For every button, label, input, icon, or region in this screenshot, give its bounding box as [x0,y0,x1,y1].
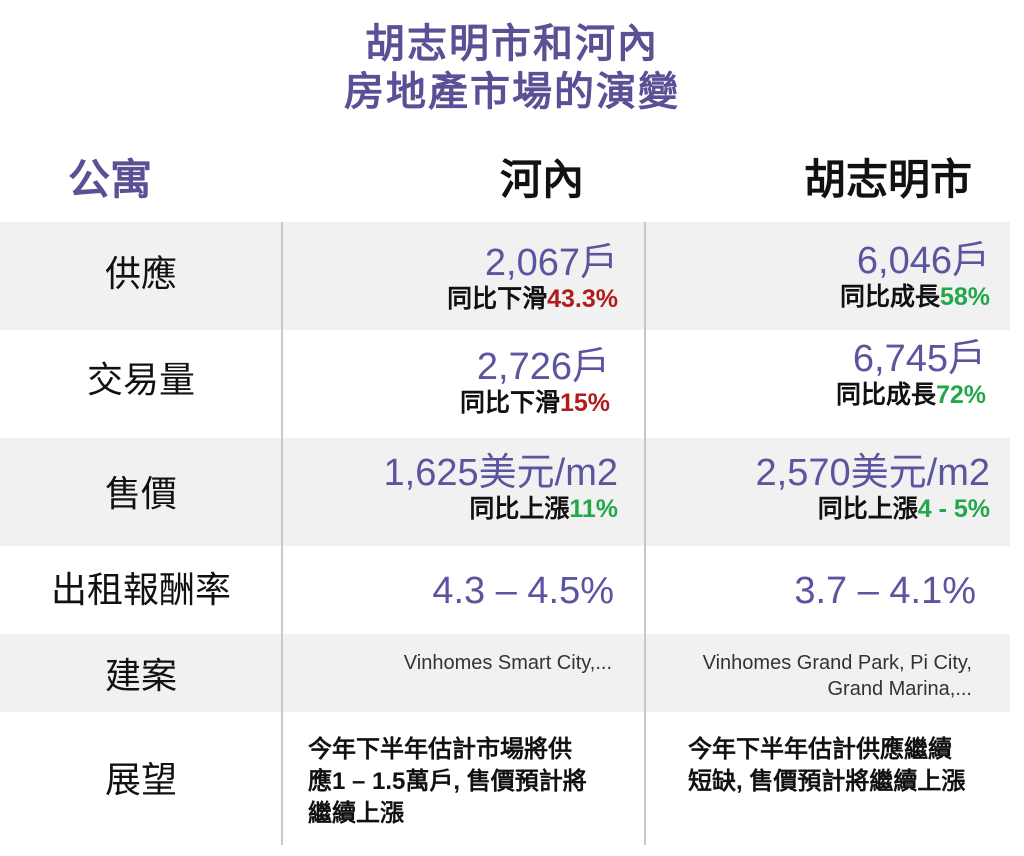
hcmc-price-cell: 2,570美元/m2 同比上漲4 - 5% [756,452,990,524]
change-value: 43.3% [547,285,618,313]
table-row-projects: 建案 Vinhomes Smart City,... Vinhomes Gran… [0,634,1010,712]
hcmc-outlook: 今年下半年估計供應繼續 短缺, 售價預計將繼續上漲 [688,734,965,798]
hcmc-projects: Vinhomes Grand Park, Pi City, Grand Mari… [703,650,972,702]
outlook-line: 應1 – 1.5萬戶, 售價預計將 [308,768,587,795]
column-divider [644,222,646,845]
change-value: 11% [569,495,618,523]
title-line-2: 房地產市場的演變 [344,70,680,114]
projects-line: Vinhomes Grand Park, Pi City, [702,652,972,674]
outlook-line: 繼續上漲 [308,800,404,827]
row-label: 建案 [104,655,177,696]
change-prefix: 同比成長 [835,381,936,409]
row-label: 供應 [104,253,177,294]
hanoi-projects: Vinhomes Smart City,... [404,650,612,676]
change: 同比下滑15% [460,388,610,418]
value: 2,726戶 [476,346,610,388]
category-header: 公寓 [68,156,153,203]
projects-line: Vinhomes Smart City,... [403,652,612,674]
outlook-line: 今年下半年估計市場將供 [308,736,572,763]
column-header-hanoi: 河內 [500,156,585,203]
hanoi-yield-value: 4.3 – 4.5% [432,570,614,612]
change: 同比上漲11% [384,494,618,524]
hanoi-outlook: 今年下半年估計市場將供 應1 – 1.5萬戶, 售價預計將 繼續上漲 [308,734,587,830]
value: 6,046戶 [856,240,990,282]
column-divider [281,222,283,845]
change: 同比下滑43.3% [447,284,618,314]
hcmc-yield-value: 3.7 – 4.1% [794,570,976,612]
table-row-rental-yield: 出租報酬率 4.3 – 4.5% 3.7 – 4.1% [0,546,1010,634]
change-prefix: 同比上漲 [469,495,570,523]
change-prefix: 同比成長 [839,283,940,311]
change-value: 4 - 5% [917,495,990,523]
hcmc-supply-cell: 6,046戶 同比成長58% [840,240,990,312]
row-label: 售價 [104,473,177,514]
change-prefix: 同比下滑 [459,389,560,417]
table-row-price: 售價 1,625美元/m2 同比上漲11% 2,570美元/m2 同比上漲4 -… [0,438,1010,546]
title-line-1: 胡志明市和河內 [365,22,659,66]
value: 1,625美元/m2 [383,452,618,494]
change-value: 58% [939,283,990,311]
change: 同比成長72% [836,380,986,410]
hcmc-transactions-cell: 6,745戶 同比成長72% [836,338,986,410]
change-prefix: 同比上漲 [817,495,918,523]
hanoi-transactions-cell: 2,726戶 同比下滑15% [460,346,610,418]
row-label: 展望 [104,759,177,800]
row-label: 交易量 [86,359,195,400]
projects-line: Grand Marina,... [827,678,972,700]
change-value: 72% [935,381,986,409]
change: 同比上漲4 - 5% [756,494,990,524]
change-value: 15% [559,389,610,417]
table-row-supply: 供應 2,067戶 同比下滑43.3% 6,046戶 同比成長58% [0,222,1010,330]
hanoi-supply-cell: 2,067戶 同比下滑43.3% [447,242,618,314]
value: 2,067戶 [484,242,618,284]
hanoi-price-cell: 1,625美元/m2 同比上漲11% [384,452,618,524]
table-row-transactions: 交易量 2,726戶 同比下滑15% 6,745戶 同比成長72% [0,330,1010,438]
outlook-line: 今年下半年估計供應繼續 [688,736,952,763]
column-header-hcmc: 胡志明市 [804,156,973,203]
value: 2,570美元/m2 [755,452,990,494]
row-label: 出租報酬率 [50,569,231,610]
page-title: 胡志明市和河內 房地產市場的演變 [0,20,1024,116]
change: 同比成長58% [840,282,990,312]
table-row-outlook: 展望 今年下半年估計市場將供 應1 – 1.5萬戶, 售價預計將 繼續上漲 今年… [0,712,1010,845]
value: 6,745戶 [852,338,986,380]
outlook-line: 短缺, 售價預計將繼續上漲 [688,768,966,795]
change-prefix: 同比下滑 [447,285,548,313]
